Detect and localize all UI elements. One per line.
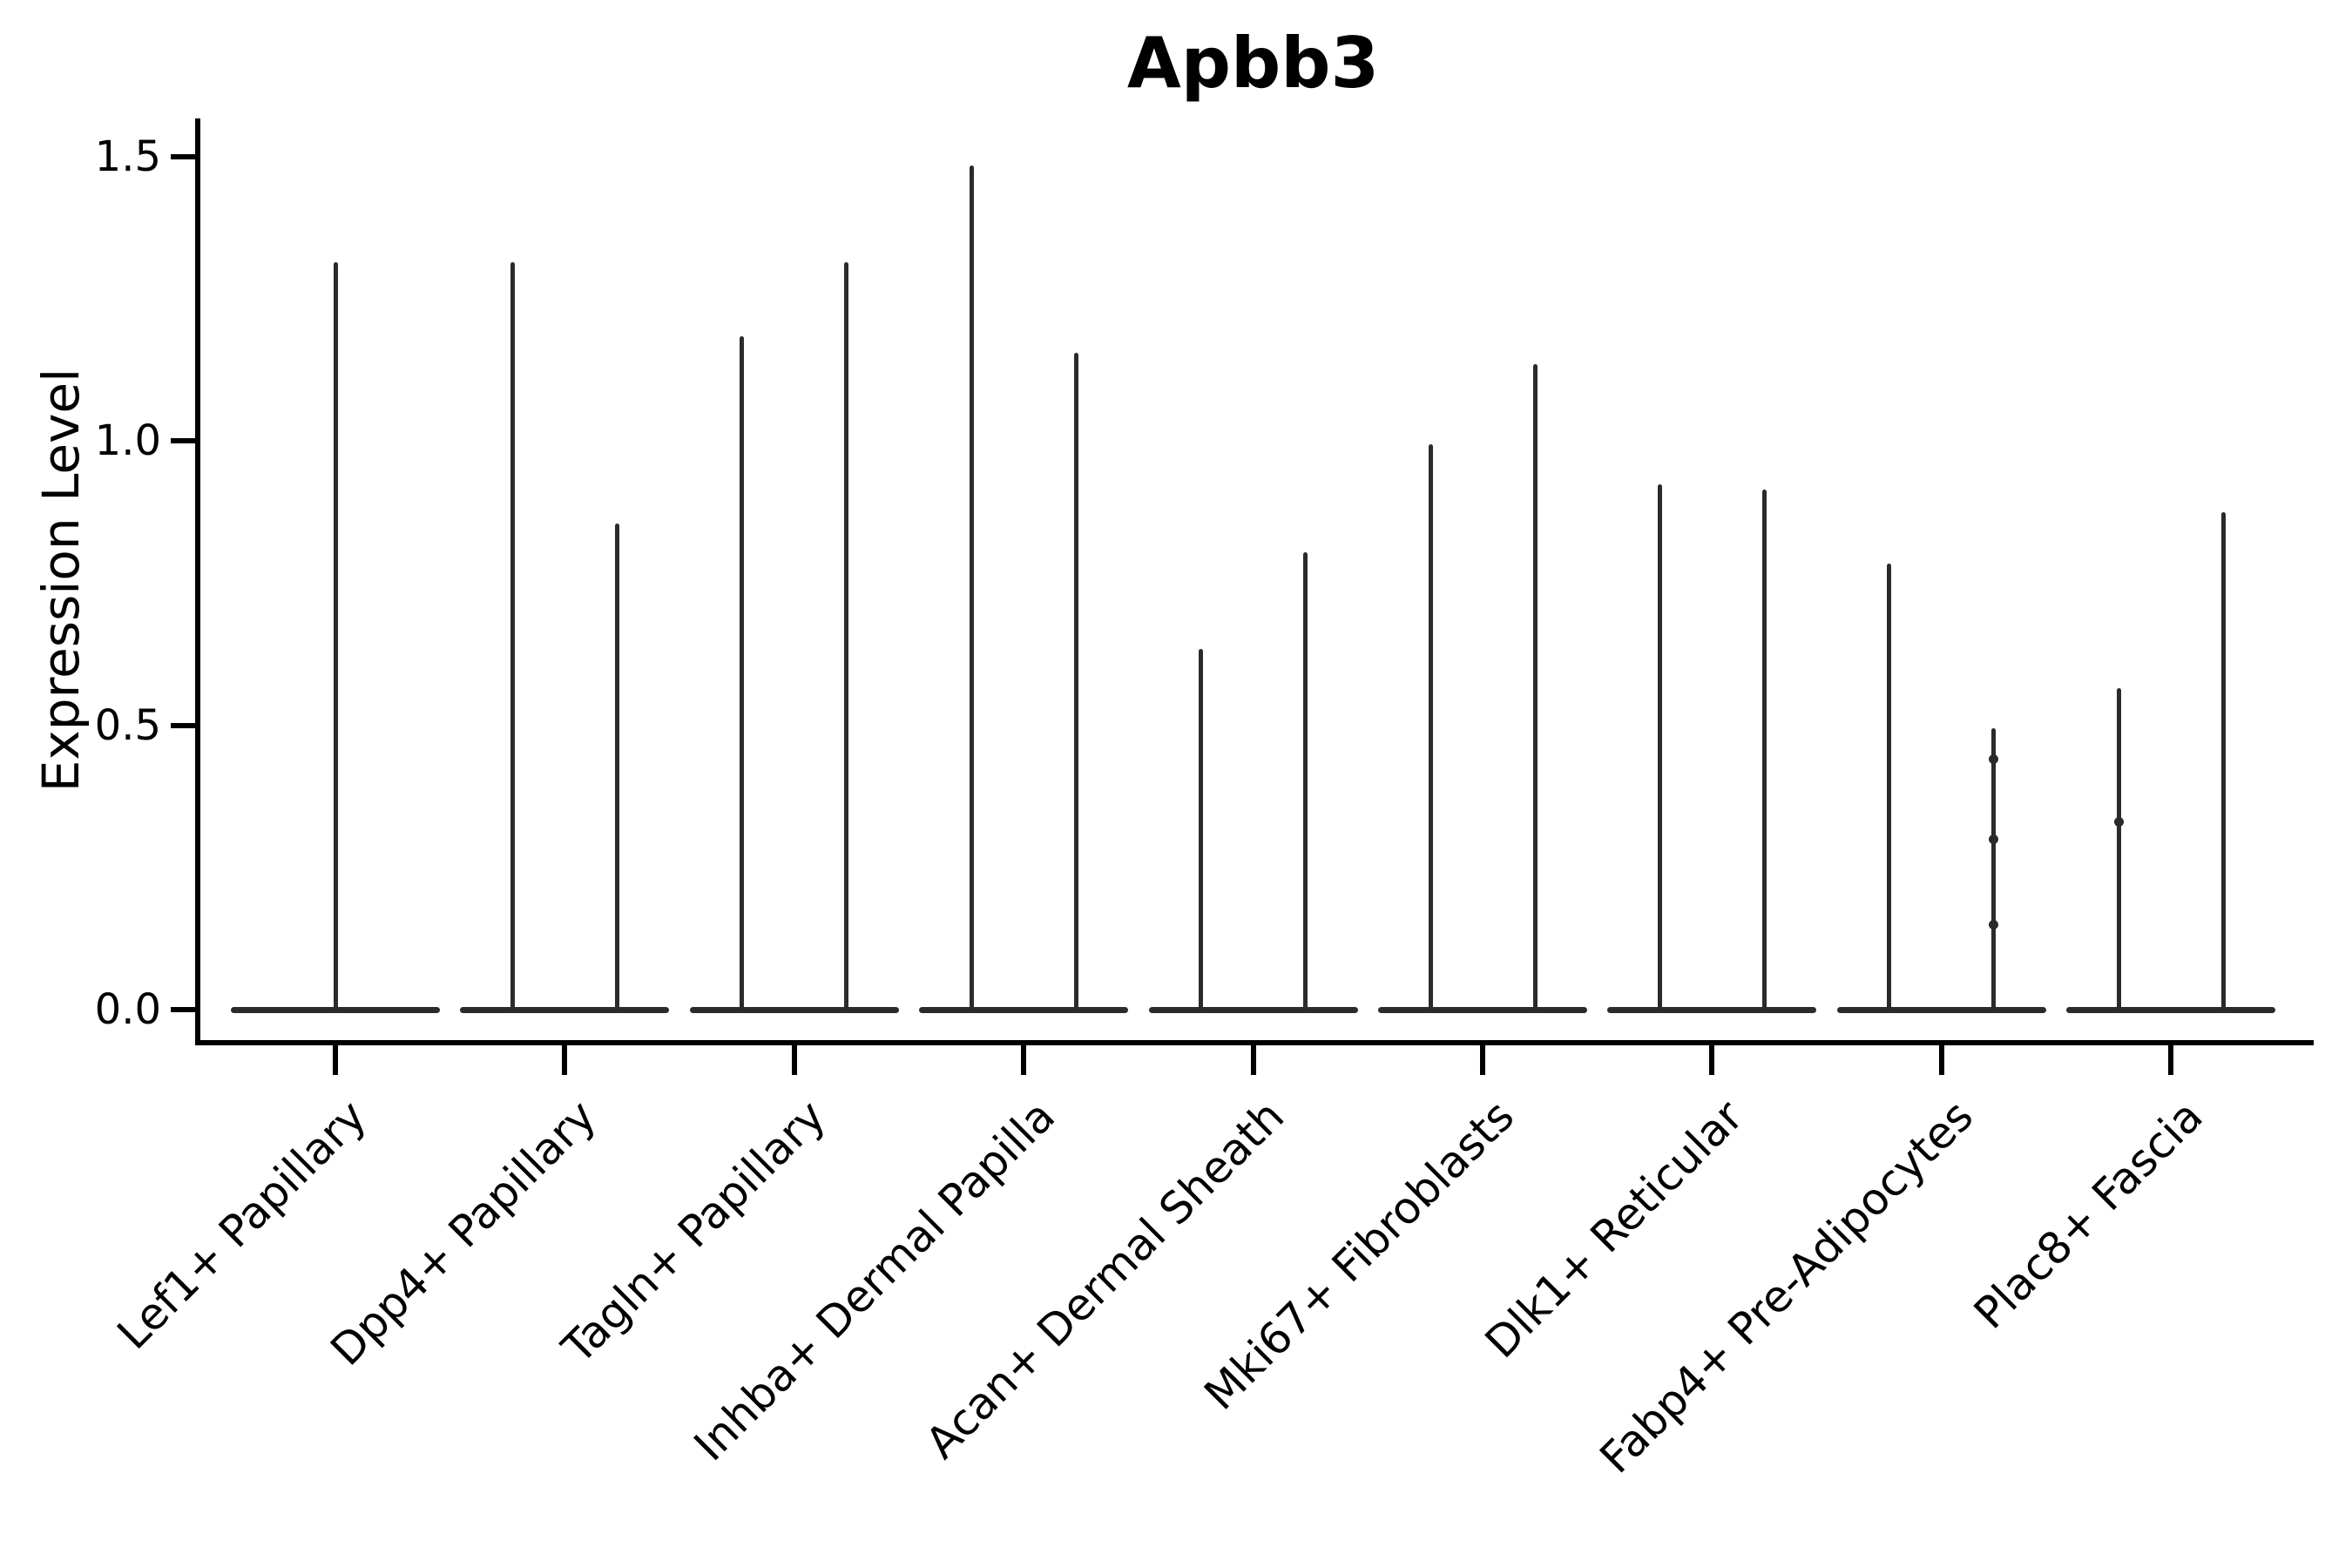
violin-spike: [844, 261, 849, 1010]
violin-spike: [510, 261, 515, 1010]
violin-spike: [333, 261, 338, 1010]
violin-spike: [969, 166, 974, 1010]
violin-spike: [1073, 353, 1078, 1010]
violin-base: [1148, 1006, 1358, 1013]
violin-spike: [1303, 551, 1308, 1010]
violin-base: [1607, 1006, 1817, 1013]
x-tick-label: Fabp4+ Pre-Adipocytes: [1590, 1091, 1983, 1484]
violin-spike: [1532, 364, 1538, 1010]
violin-spike: [2220, 512, 2226, 1010]
y-tick-label: 1.5: [94, 132, 161, 181]
y-tick: [171, 722, 195, 728]
violin-spike: [614, 524, 619, 1010]
violin-base: [1836, 1006, 2046, 1013]
violin-spike: [1428, 443, 1433, 1010]
violin-base: [1378, 1006, 1587, 1013]
x-tick: [791, 1043, 797, 1075]
x-tick: [1480, 1043, 1485, 1075]
y-tick-label: 0.5: [94, 700, 161, 750]
x-tick: [1021, 1043, 1027, 1075]
violin-base: [689, 1006, 899, 1013]
y-tick: [171, 153, 195, 159]
y-axis-spine: [195, 118, 200, 1045]
violin-spike: [2116, 688, 2121, 1010]
violin-base: [2066, 1006, 2276, 1013]
violin-spike: [740, 335, 745, 1010]
x-tick: [562, 1043, 568, 1075]
x-tick: [1709, 1043, 1715, 1075]
violin-point: [2113, 817, 2124, 828]
violin-base: [919, 1006, 1129, 1013]
violin-spike: [1887, 563, 1892, 1010]
violin-point: [1989, 919, 1999, 929]
chart-title: Apbb3: [1126, 23, 1380, 104]
x-tick: [333, 1043, 338, 1075]
y-tick-label: 0.0: [94, 985, 161, 1034]
x-tick: [1938, 1043, 1944, 1075]
violin-spike: [1761, 490, 1767, 1010]
violin-point: [1989, 834, 1999, 844]
x-tick: [2168, 1043, 2174, 1075]
y-tick-label: 1.0: [94, 416, 161, 466]
violin-base: [460, 1006, 670, 1013]
x-tick: [1250, 1043, 1256, 1075]
violin-point: [1989, 754, 1999, 765]
y-tick: [171, 438, 195, 444]
violin-spike: [1657, 483, 1662, 1010]
x-tick-label: Plac8+ Fascia: [1963, 1091, 2213, 1339]
violin-base: [231, 1006, 440, 1013]
violin-spike: [1991, 728, 1997, 1010]
violin-spike: [1199, 648, 1204, 1010]
y-tick: [171, 1007, 195, 1012]
x-tick-label: Lef1+ Papillary: [107, 1091, 377, 1360]
